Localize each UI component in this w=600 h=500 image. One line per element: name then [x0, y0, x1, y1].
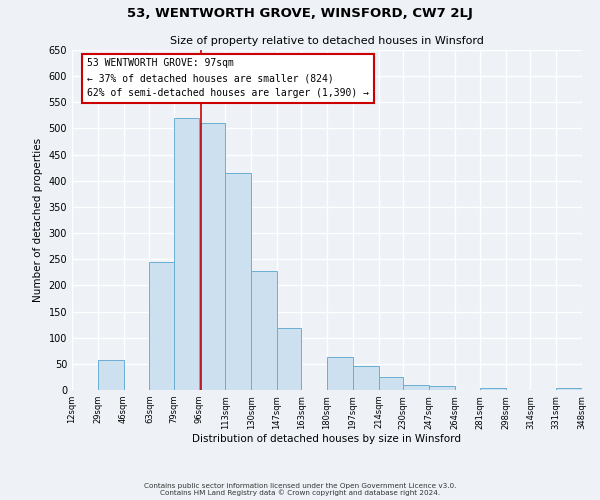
Bar: [226, 173, 251, 390]
Bar: [199, 123, 226, 390]
Bar: [173, 118, 199, 390]
Bar: [149, 262, 173, 390]
Bar: [277, 328, 301, 390]
Bar: [481, 388, 506, 390]
Bar: [403, 385, 428, 390]
Text: Contains public sector information licensed under the Open Government Licence v3: Contains public sector information licen…: [144, 483, 456, 489]
X-axis label: Distribution of detached houses by size in Winsford: Distribution of detached houses by size …: [193, 434, 461, 444]
Title: Size of property relative to detached houses in Winsford: Size of property relative to detached ho…: [170, 36, 484, 46]
Bar: [353, 366, 379, 390]
Text: Contains HM Land Registry data © Crown copyright and database right 2024.: Contains HM Land Registry data © Crown c…: [160, 490, 440, 496]
Bar: [327, 357, 353, 390]
Bar: [428, 386, 455, 390]
Y-axis label: Number of detached properties: Number of detached properties: [33, 138, 43, 302]
Bar: [556, 388, 582, 390]
Bar: [251, 270, 277, 390]
Text: 53, WENTWORTH GROVE, WINSFORD, CW7 2LJ: 53, WENTWORTH GROVE, WINSFORD, CW7 2LJ: [127, 8, 473, 20]
Bar: [379, 378, 403, 390]
Text: 53 WENTWORTH GROVE: 97sqm
← 37% of detached houses are smaller (824)
62% of semi: 53 WENTWORTH GROVE: 97sqm ← 37% of detac…: [88, 58, 370, 98]
Bar: [98, 360, 124, 390]
